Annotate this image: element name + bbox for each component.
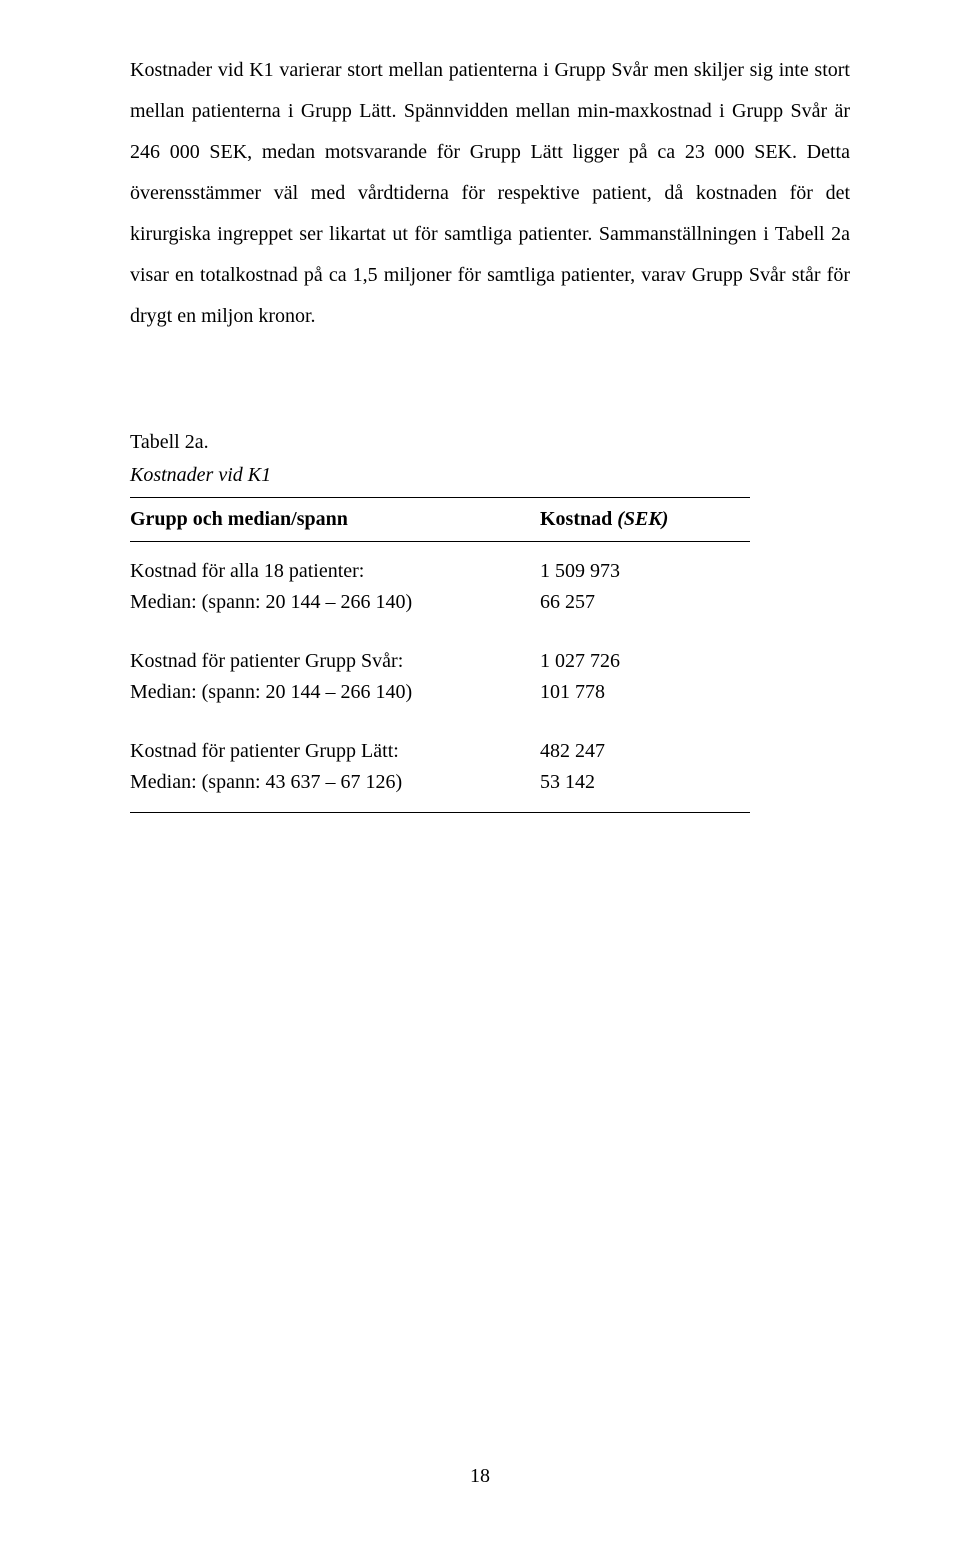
row-median-value: 101 778 xyxy=(540,677,850,708)
table-rule-bottom xyxy=(130,812,750,813)
table-subtitle: Kostnader vid K1 xyxy=(130,460,850,491)
row-value: 482 247 xyxy=(540,736,850,767)
row-label: Kostnad för alla 18 patienter: xyxy=(130,556,540,587)
row-value: 1 509 973 xyxy=(540,556,850,587)
table-row: Kostnad för alla 18 patienter: 1 509 973… xyxy=(130,542,850,632)
row-median: Median: (spann: 20 144 – 266 140) xyxy=(130,677,540,708)
table-2a: Tabell 2a. Kostnader vid K1 Grupp och me… xyxy=(130,427,850,813)
table-header-col2-prefix: Kostnad xyxy=(540,508,617,530)
table-header-col2-italic: (SEK) xyxy=(617,508,668,530)
row-median-value: 66 257 xyxy=(540,587,850,618)
row-value: 1 027 726 xyxy=(540,646,850,677)
table-row: Kostnad för patienter Grupp Lätt: 482 24… xyxy=(130,722,850,812)
page-number: 18 xyxy=(0,1465,960,1488)
body-paragraph: Kostnader vid K1 varierar stort mellan p… xyxy=(130,50,850,337)
table-title: Tabell 2a. xyxy=(130,427,850,458)
table-row: Kostnad för patienter Grupp Svår: 1 027 … xyxy=(130,632,850,722)
table-header-row: Grupp och median/spann Kostnad (SEK) xyxy=(130,498,850,541)
row-median: Median: (spann: 43 637 – 67 126) xyxy=(130,767,540,798)
row-label: Kostnad för patienter Grupp Svår: xyxy=(130,646,540,677)
row-median: Median: (spann: 20 144 – 266 140) xyxy=(130,587,540,618)
row-median-value: 53 142 xyxy=(540,767,850,798)
table-header-col2: Kostnad (SEK) xyxy=(540,504,850,535)
table-header-col1: Grupp och median/spann xyxy=(130,504,540,535)
row-label: Kostnad för patienter Grupp Lätt: xyxy=(130,736,540,767)
